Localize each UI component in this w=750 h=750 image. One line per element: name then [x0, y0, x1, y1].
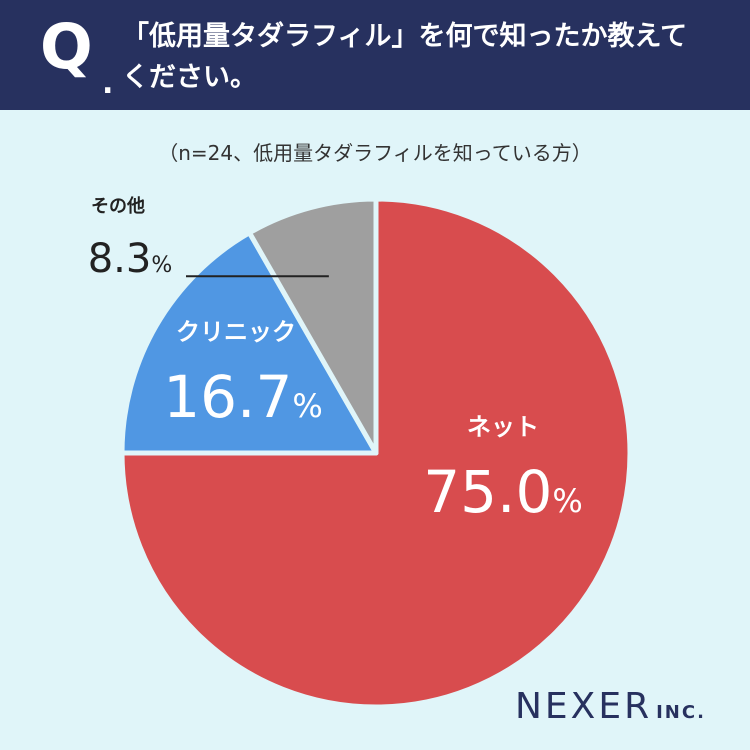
question-line-1: 「低用量タダラフィル」を何で知ったか教えて — [122, 21, 688, 52]
slice-value-unit: % — [292, 387, 322, 425]
slice-label-net: ネット — [467, 413, 539, 441]
slice-value-unit: % — [552, 482, 582, 520]
slice-value-net: 75.0% — [423, 458, 583, 526]
pie-slice-other — [246, 196, 379, 456]
slice-value-number: 8.3 — [88, 236, 152, 282]
sample-note: （n=24、低用量タダラフィルを知っている方） — [158, 141, 592, 165]
slice-value-clinic: 16.7% — [163, 363, 323, 431]
slice-value-other: 8.3% — [88, 236, 173, 282]
logo-main: NEXER — [515, 686, 653, 727]
question-line-2: ください。 — [122, 62, 257, 93]
q-dot: . — [102, 66, 114, 101]
pie-slice-net — [119, 196, 633, 710]
slice-value-number: 16.7 — [163, 363, 292, 431]
question-header: Q . 「低用量タダラフィル」を何で知ったか教えて ください。 — [0, 0, 750, 110]
slice-value-number: 75.0 — [423, 458, 552, 526]
slice-label-other: その他 — [91, 195, 145, 217]
slice-label-clinic: クリニック — [176, 318, 296, 346]
logo-inc: INC. — [656, 702, 706, 723]
slice-value-unit: % — [151, 253, 172, 278]
q-mark: Q — [40, 10, 93, 83]
question-text: 「低用量タダラフィル」を何で知ったか教えて ください。 — [122, 16, 732, 98]
nexer-logo: NEXER INC. — [515, 686, 706, 727]
pie-slice-clinic — [119, 230, 379, 456]
